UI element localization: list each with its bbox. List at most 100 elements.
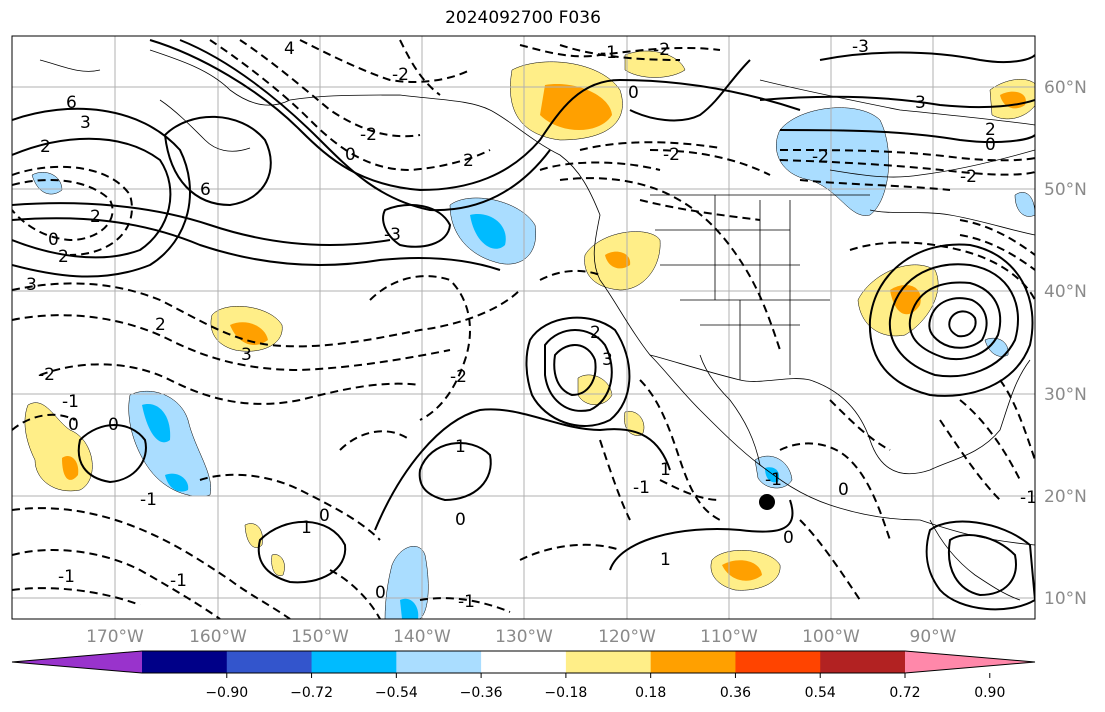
contour-label: -1: [458, 592, 475, 612]
contour-label: -2: [663, 145, 680, 165]
contour-label: -1: [140, 490, 157, 510]
contour-label: 1: [301, 518, 312, 538]
colorbar-labels: −0.90 −0.72 −0.54 −0.36 −0.18 0.18 0.36 0.54 0.7…: [205, 673, 1005, 701]
latitude-label: 60°N: [1044, 78, 1087, 98]
contour-label: 1: [660, 460, 671, 480]
latitude-label: 20°N: [1044, 487, 1087, 507]
colorbar-segments: [11, 650, 1036, 674]
contour-label: 2: [58, 247, 69, 267]
colorbar-extend-high: [905, 651, 1035, 673]
longitude-label: 120°W: [598, 627, 656, 647]
longitude-label: 130°W: [495, 627, 553, 647]
colorbar-segment: [396, 651, 482, 673]
longitude-label: 100°W: [802, 627, 860, 647]
contour-label: -2: [960, 167, 977, 187]
latitude-label: 10°N: [1044, 589, 1087, 609]
contour-label: 2: [90, 207, 101, 227]
colorbar-label: −0.18: [544, 685, 587, 701]
longitude-label: 140°W: [393, 627, 451, 647]
longitude-label: 110°W: [700, 627, 758, 647]
contour-label: -2: [653, 40, 670, 60]
colorbar-segment: [565, 651, 652, 673]
contour-label: -1: [633, 478, 650, 498]
colorbar-label: −0.36: [460, 685, 503, 701]
graticule: [12, 36, 1035, 619]
contour-label: -1: [170, 571, 187, 591]
contour-label: 3: [602, 350, 613, 370]
contour-label: 4: [284, 39, 295, 59]
colorbar-segment: [820, 651, 906, 673]
contour-label: 2: [463, 151, 474, 171]
contour-label: -1: [765, 470, 782, 490]
contour-label: 0: [985, 135, 996, 155]
contour-label: 3: [26, 275, 37, 295]
colorbar-segment: [142, 651, 228, 673]
colorbar-segment: [311, 651, 397, 673]
storm-center-marker: [759, 494, 775, 510]
map-title: 2024092700 F036: [445, 8, 601, 28]
colorbar-outline: [11, 650, 1036, 674]
contour-label: -1: [600, 43, 617, 63]
contour-label: 6: [66, 93, 77, 113]
latitude-label: 40°N: [1044, 282, 1087, 302]
colorbar-segment: [226, 651, 313, 673]
contour-label: -2: [450, 367, 467, 387]
contour-label: 2: [985, 120, 996, 140]
contour-label: 3: [80, 113, 91, 133]
contour-label: 0: [48, 230, 59, 250]
solid-contours: [12, 39, 1035, 611]
contour-labels: 4 6 6 3 2 2 0 2 3 -3 -2 -2 0 2 -1 -2 0 -…: [26, 37, 1037, 612]
contour-label: 0: [838, 480, 849, 500]
contour-label: -2: [812, 147, 829, 167]
shaded-fields: [24, 50, 1035, 619]
contour-label: 0: [375, 583, 386, 603]
contour-label: 0: [108, 415, 119, 435]
contour-label: 0: [783, 528, 794, 548]
colorbar-label: 0.90: [974, 685, 1005, 701]
contour-label: 2: [155, 315, 166, 335]
contour-label: 3: [915, 93, 926, 113]
longitude-label: 170°W: [86, 627, 144, 647]
contour-label: 6: [200, 180, 211, 200]
latitude-label: 30°N: [1044, 385, 1087, 405]
latitude-label: 50°N: [1044, 180, 1087, 200]
coastlines: [39, 49, 1035, 601]
contour-label: 0: [68, 415, 79, 435]
colorbar-segment: [481, 651, 567, 673]
contour-label: -1: [58, 567, 75, 587]
contour-label: -2: [38, 365, 55, 385]
colorbar-extend-low: [12, 651, 142, 673]
contour-label: 2: [40, 137, 51, 157]
dashed-contours: [12, 39, 1035, 619]
colorbar-label: −0.90: [205, 685, 248, 701]
contour-label: 0: [345, 145, 356, 165]
contour-label: -3: [384, 225, 401, 245]
longitude-label: 90°W: [910, 627, 957, 647]
longitude-label: 160°W: [189, 627, 247, 647]
contour-label: 0: [455, 510, 466, 530]
latitude-axis: 60°N 50°N 40°N 30°N 20°N 10°N: [1044, 78, 1087, 609]
colorbar-label: −0.72: [290, 685, 333, 701]
contour-label: 1: [660, 550, 671, 570]
contour-label: -2: [360, 125, 377, 145]
contour-label: 2: [590, 323, 601, 343]
longitude-label: 150°W: [291, 627, 349, 647]
contour-label: 3: [241, 345, 252, 365]
contour-label: -1: [62, 392, 79, 412]
contour-label: -3: [852, 37, 869, 57]
colorbar-label: −0.54: [375, 685, 418, 701]
colorbar-label: 0.72: [889, 685, 920, 701]
contour-label: 0: [628, 83, 639, 103]
longitude-axis: 170°W 160°W 150°W 140°W 130°W 120°W 110°…: [86, 627, 957, 647]
colorbar-label: 0.18: [635, 685, 666, 701]
colorbar-segment: [735, 651, 821, 673]
contour-label: 0: [319, 506, 330, 526]
plot-border: [11, 35, 1036, 620]
contour-label: 1: [455, 437, 466, 457]
colorbar-label: 0.36: [720, 685, 751, 701]
contour-label: -1: [1020, 488, 1037, 508]
contour-label: -2: [392, 65, 409, 85]
colorbar-label: 0.54: [805, 685, 836, 701]
